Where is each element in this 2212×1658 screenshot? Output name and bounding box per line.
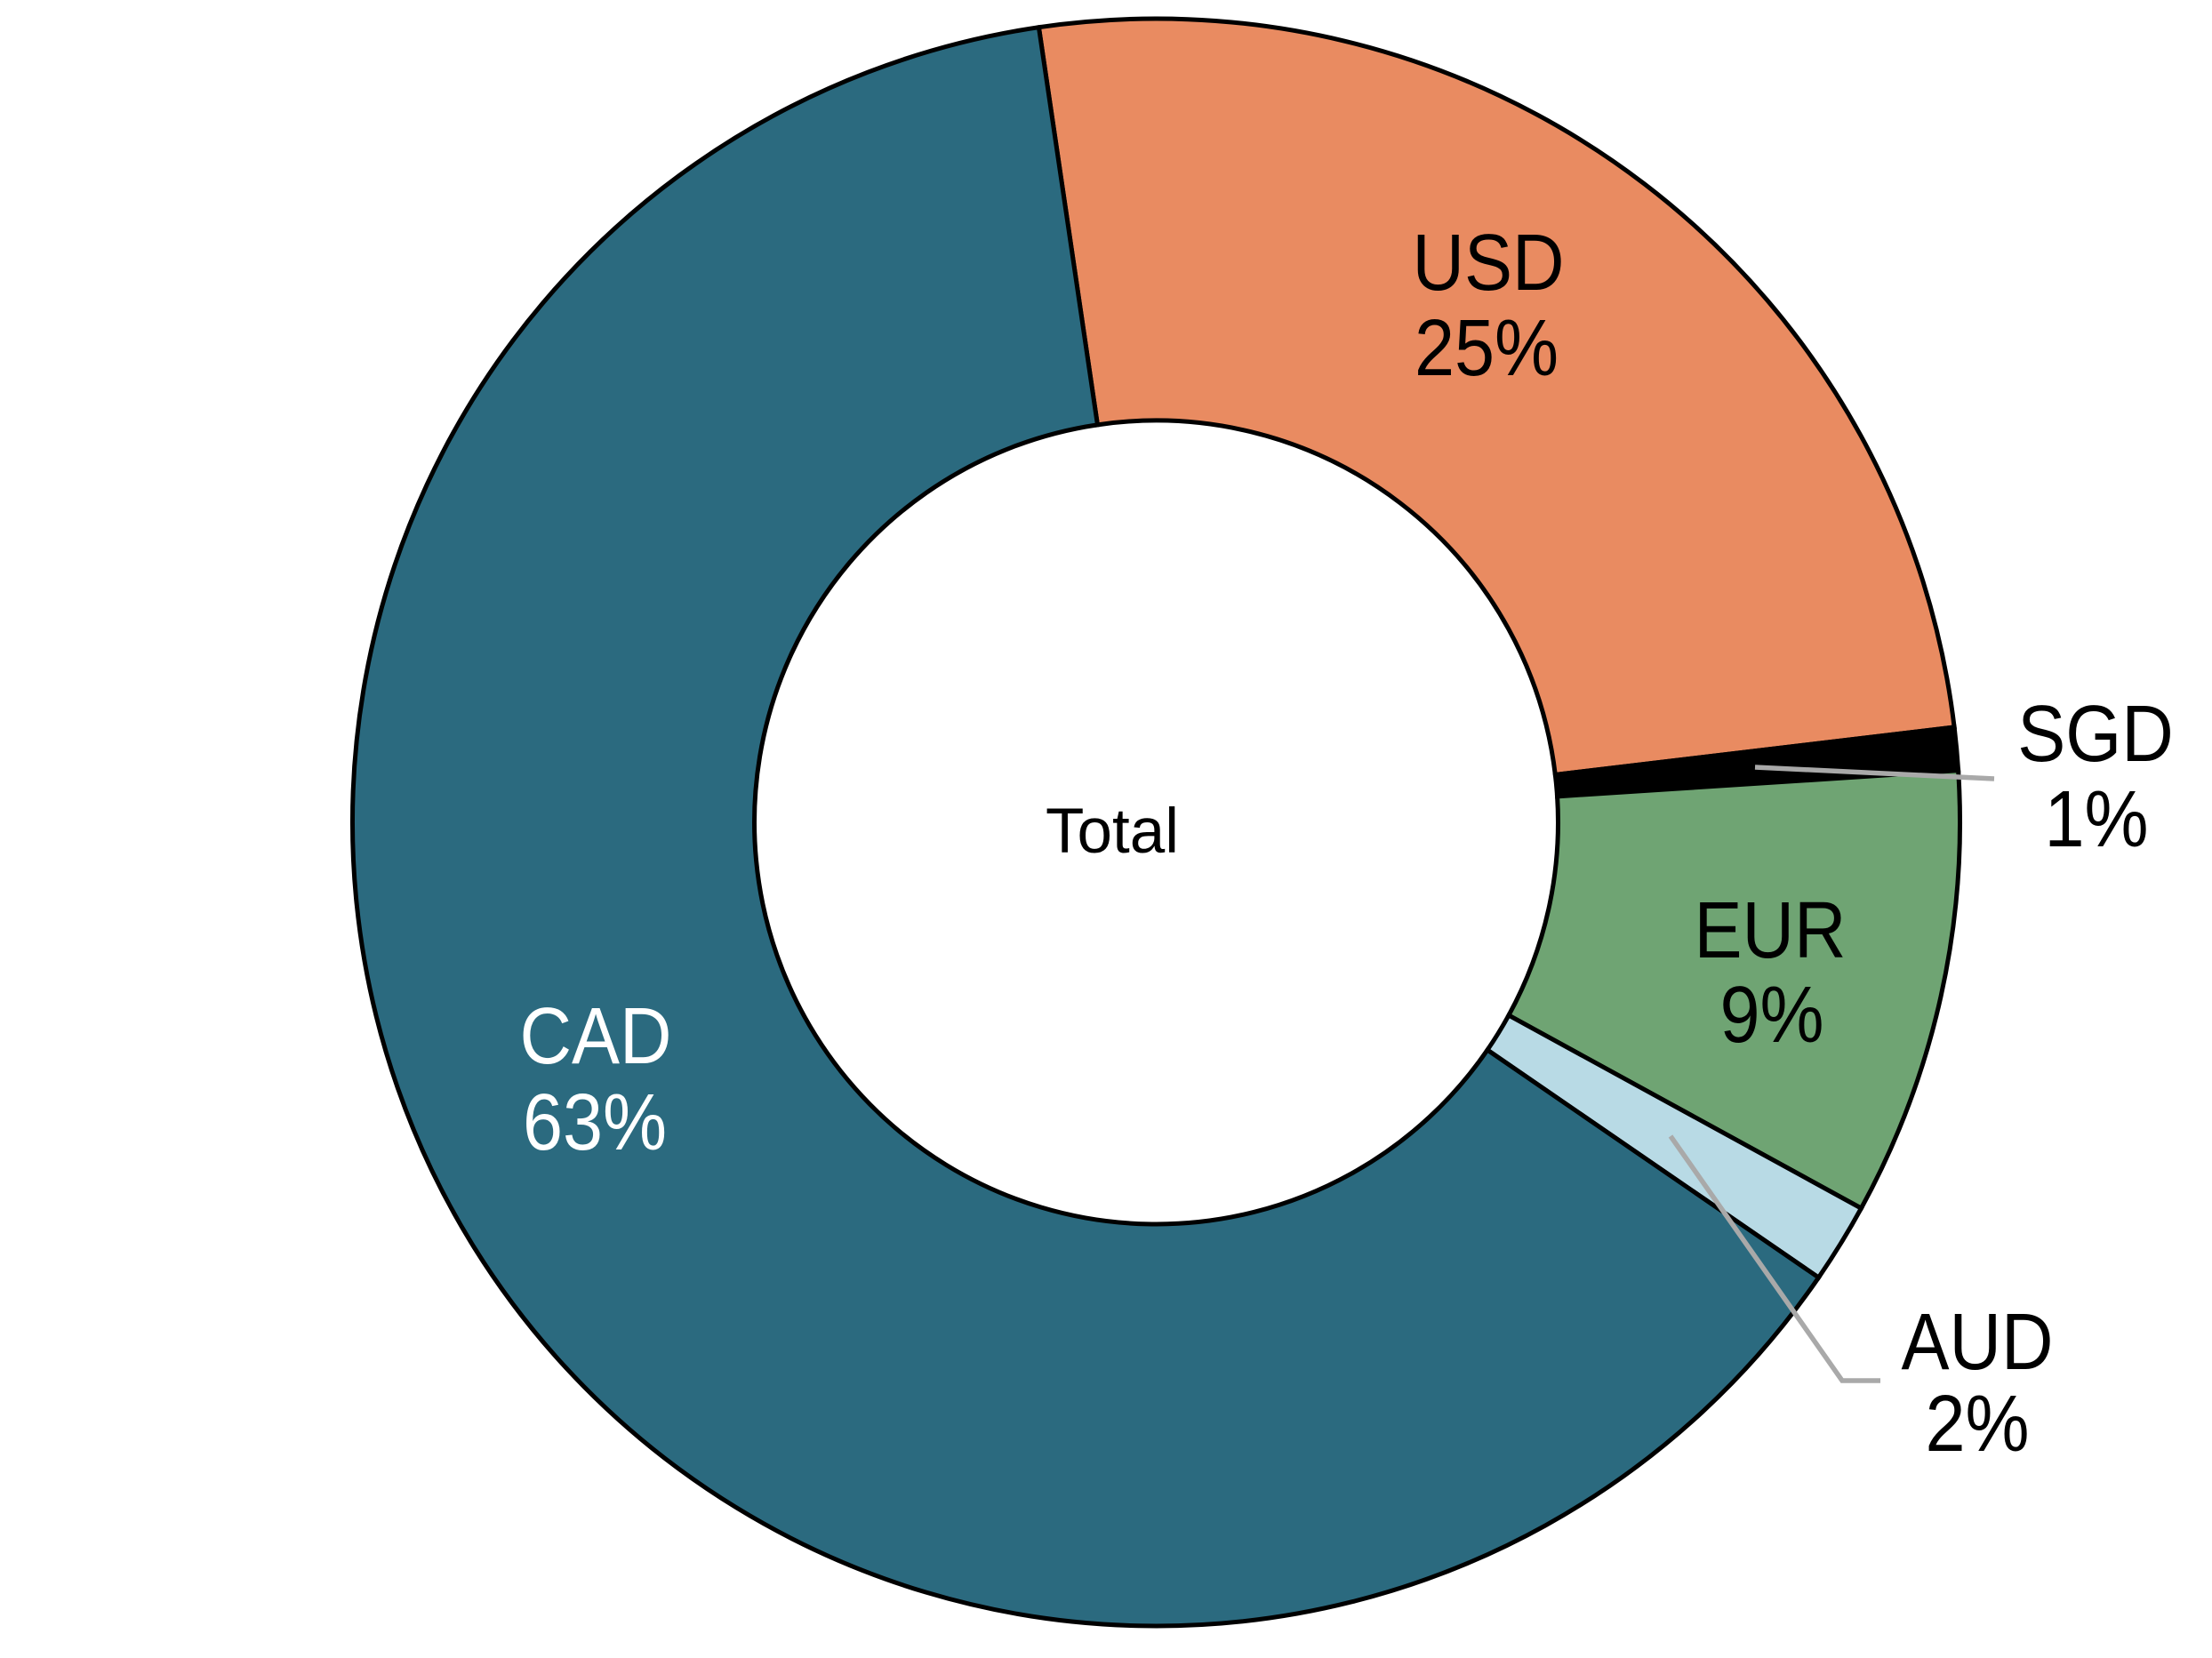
svg-text:CAD: CAD — [519, 991, 671, 1081]
svg-text:Total: Total — [1046, 797, 1179, 867]
svg-text:SGD: SGD — [2017, 689, 2174, 779]
svg-text:AUD: AUD — [1902, 1297, 2054, 1387]
svg-text:USD: USD — [1412, 218, 1564, 308]
svg-text:63%: 63% — [523, 1077, 667, 1167]
svg-text:9%: 9% — [1719, 970, 1823, 1060]
svg-text:25%: 25% — [1415, 303, 1559, 393]
svg-text:2%: 2% — [1925, 1379, 2029, 1469]
svg-text:EUR: EUR — [1694, 885, 1846, 975]
svg-text:1%: 1% — [2044, 774, 2148, 864]
